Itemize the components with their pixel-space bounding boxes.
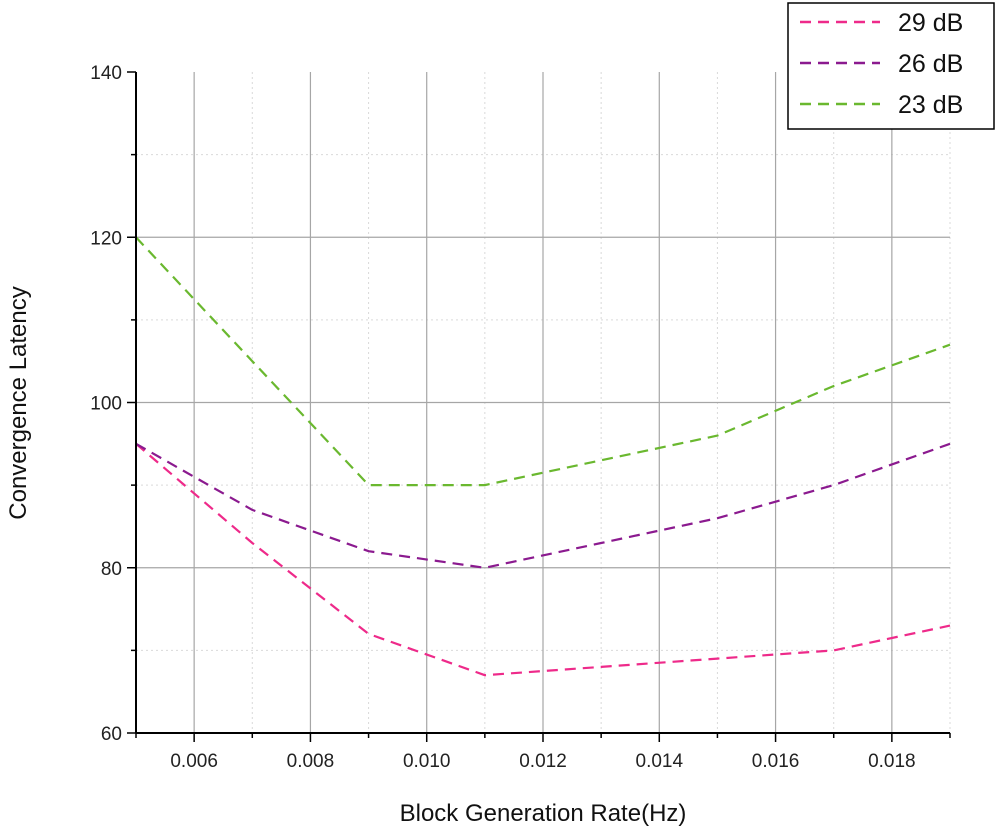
x-tick-label: 0.012 (519, 751, 567, 772)
y-tick-label: 100 (90, 394, 122, 415)
y-tick-labels: 60 80 100 120 140 (90, 63, 122, 745)
y-tick-label: 140 (90, 63, 122, 84)
axis-ticks (127, 71, 951, 742)
legend-label: 26 dB (898, 50, 963, 78)
major-grid (136, 72, 950, 733)
legend-box (787, 2, 995, 130)
x-tick-label: 0.016 (752, 751, 800, 772)
y-tick-label: 120 (90, 228, 122, 249)
x-tick-label: 0.010 (403, 751, 451, 772)
y-tick-label: 80 (101, 559, 122, 580)
y-tick-label: 60 (101, 724, 122, 745)
series-line-23-db (135, 236, 951, 487)
x-tick-label: 0.018 (868, 751, 916, 772)
x-tick-label: 0.014 (636, 751, 684, 772)
x-axis-title: Block Generation Rate(Hz) (400, 800, 687, 827)
legend-label: 23 dB (898, 91, 963, 119)
legend-label: 29 dB (898, 9, 963, 37)
x-tick-labels: 0.006 0.008 0.010 0.012 0.014 0.016 0.018 (170, 751, 915, 772)
x-tick-label: 0.008 (287, 751, 335, 772)
x-tick-label: 0.006 (170, 751, 218, 772)
y-axis-title: Convergence Latency (5, 286, 32, 519)
legend: 29 dB 26 dB 23 dB (787, 2, 995, 130)
series-line-26-db (135, 442, 951, 569)
series-lines (135, 236, 951, 677)
